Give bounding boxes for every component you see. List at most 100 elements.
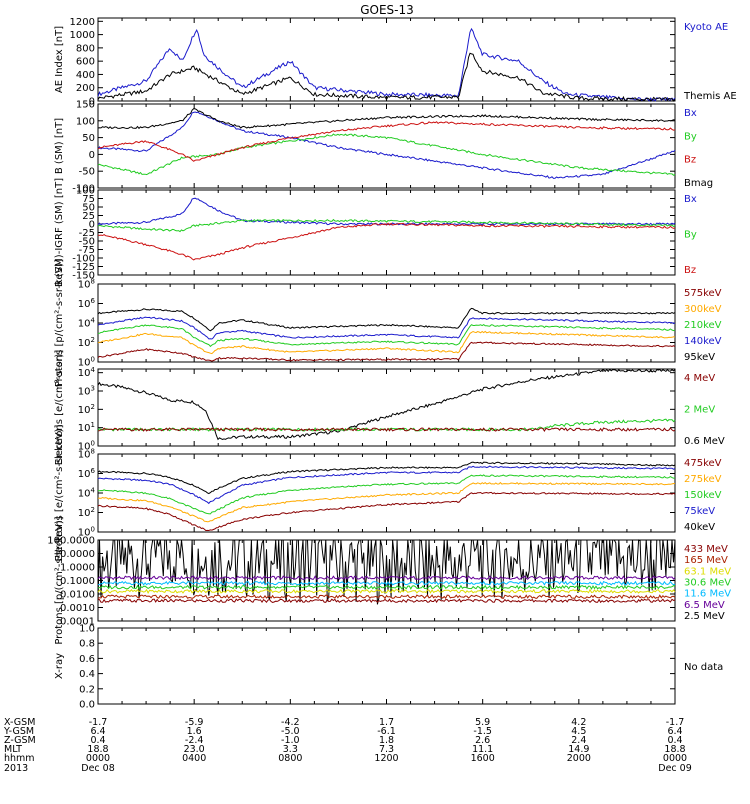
y-axis-label-xray: X-ray [54,653,65,679]
y-tick-label: 106 [78,297,96,310]
x-tick-label: 4.2 [571,717,586,728]
y-axis-label-b_igrf: B (SM)-IGRF (SM) [nT] [54,178,65,287]
x-tick-label: 1200 [374,753,398,764]
y-tick-label: 108 [78,278,95,291]
y-tick-label: 1200 [70,17,95,28]
series-line-electrons_kev-275keV [97,481,676,523]
series-line-protons_hi-165-MeV [97,594,676,600]
y-axis-label-electrons_mev: Electrons [e/(cm²-s-sr)] [54,350,65,466]
y-axis-label-b_sm: B (SM) [nT] [54,118,65,174]
legend-label: 210keV [684,320,722,331]
y-axis-label-ae: AE Index [nT] [54,26,65,93]
legend-label: Bx [684,108,697,119]
legend-label: 63.1 MeV [684,566,731,577]
legend-label: 150keV [684,490,722,501]
y-tick-label: 800 [76,43,95,54]
x-tick-label: 0000 [86,753,110,764]
y-tick-label: 50 [82,133,95,144]
series-line-protons_hi-30-6-MeV [97,584,676,590]
y-tick-label: 106 [78,467,96,480]
y-tick-label: 0 [89,97,95,108]
x-tick-label: 6.4 [667,726,682,737]
series-line-protons_hi-11-6-MeV [97,580,676,586]
series-line-b_igrf-By [97,218,676,233]
y-tick-label: 108 [78,448,95,461]
x-tick-label: -4.2 [281,717,300,728]
y-tick-label: 103 [78,385,95,398]
x-tick-label: 0400 [182,753,206,764]
legend-label: 4 MeV [684,373,715,384]
y-tick-label: 104 [78,487,96,500]
y-tick-label: 100.0000 [47,536,95,547]
x-row-label: Y-GSM [3,726,34,737]
x-tick-label: 0.4 [667,735,682,746]
y-tick-label: 102 [78,403,95,416]
y-tick-label: 50 [82,203,95,214]
x-tick-label: 2.6 [475,735,490,746]
y-tick-label: -100 [72,254,95,265]
y-tick-label: 25 [82,211,95,222]
x-tick-label: 0000 [663,753,687,764]
x-tick-label: 5.9 [475,717,490,728]
y-tick-label: -100 [72,184,95,195]
x-tick-label: 2.4 [571,735,586,746]
y-tick-label: 1.0000 [60,563,95,574]
y-tick-label: 0 [89,220,95,231]
legend-label: 11.6 MeV [684,589,731,600]
y-tick-label: 200 [76,83,95,94]
x-tick-label: 1.6 [187,726,202,737]
series-line-b_igrf-Bx [97,197,676,226]
series-line-b_sm-Bz [97,121,676,162]
y-tick-label: 102 [78,506,95,519]
x-tick-label: -1.0 [281,735,300,746]
plot-title: GOES-13 [360,3,414,17]
series-line-electrons_mev-0-6-MeV [97,368,676,441]
x-tick-label: 6.4 [90,726,105,737]
y-tick-label: 104 [78,366,96,379]
x-tick-label: -6.1 [377,726,396,737]
y-tick-label: 0.6 [79,654,95,665]
y-tick-label: 102 [78,336,95,349]
legend-label: 575keV [684,288,722,299]
x-tick-label: 0800 [278,753,302,764]
y-tick-label: 100 [76,186,95,197]
x-tick-label: 7.3 [379,744,394,755]
legend-label: 0.6 MeV [684,436,725,447]
series-line-protons_lo-140keV [97,316,676,340]
panel-frame-electrons_mev [97,368,676,447]
x-tick-label: -5.9 [185,717,204,728]
y-tick-label: 100 [76,116,95,127]
legend-label: By [684,131,697,142]
legend-label: 6.5 MeV [684,600,725,611]
y-axis-label-electrons_kev: Electrons [e/(cm²-s-sr-keV)] [54,424,65,561]
y-tick-label: -25 [79,228,95,239]
series-line-electrons_mev-4-MeV [97,427,676,432]
x-tick-label: -1.7 [666,717,685,728]
x-tick-label: 11.1 [472,744,493,755]
series-line-ae-Themis-AE [97,52,676,102]
series-line-protons_hi-433-MeV [97,598,676,604]
y-tick-label: 1.0 [79,624,95,635]
legend-label: 433 MeV [684,544,728,555]
series-line-b_sm-Bx [97,111,676,179]
x-row-label: X-GSM [4,717,35,728]
y-tick-label: 0.0010 [60,603,95,614]
legend-label: Themis AE [683,91,737,102]
series-line-electrons_kev-75keV [97,465,676,505]
legend-label: 2.5 MeV [684,611,725,622]
y-tick-label: 0 [89,150,95,161]
y-tick-label: 600 [76,57,95,68]
series-line-electrons_kev-40keV [97,461,676,495]
x-tick-label: 18.8 [87,744,108,755]
y-tick-label: -150 [72,271,95,282]
y-tick-label: 0.0 [79,700,95,711]
y-tick-label: 0.0001 [60,617,95,628]
y-tick-label: 150 [76,100,95,111]
x-tick-label: 2000 [567,753,591,764]
y-tick-label: 75 [82,194,95,205]
y-tick-label: 0.4 [79,669,95,680]
x-row-label: 2013 [4,763,28,774]
y-tick-label: -50 [79,167,95,178]
